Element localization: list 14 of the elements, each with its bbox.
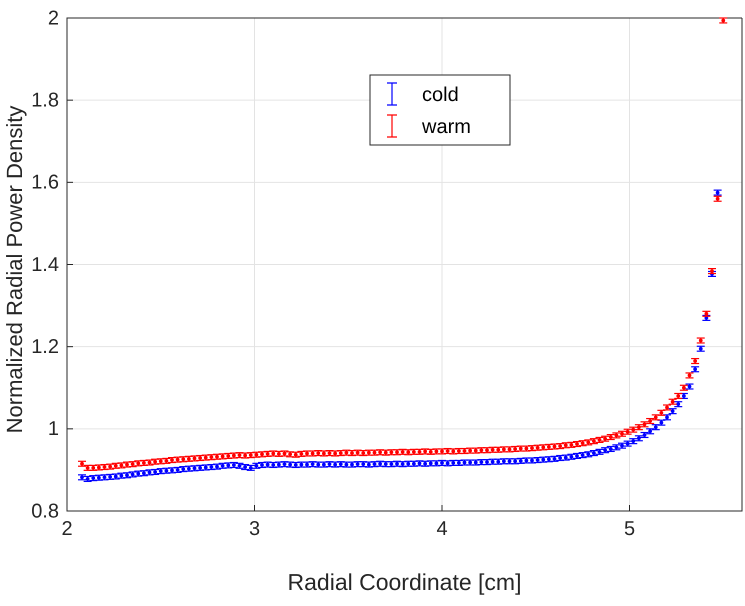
legend-label: cold xyxy=(422,84,459,106)
y-tick-label: 0.8 xyxy=(31,500,59,522)
y-tick-label: 2 xyxy=(48,7,59,30)
y-tick-label: 1 xyxy=(48,418,59,440)
y-tick-label: 1.4 xyxy=(31,254,59,276)
x-tick-label: 5 xyxy=(624,518,636,540)
legend-label: warm xyxy=(421,116,471,138)
y-tick-label: 1.6 xyxy=(31,172,59,194)
x-tick-label: 3 xyxy=(248,518,260,540)
y-axis-title: Normalized Radial Power Density xyxy=(2,106,27,434)
y-tick-label: 1.8 xyxy=(31,90,59,112)
x-axis-title: Radial Coordinate [cm] xyxy=(288,569,522,595)
x-tick-label: 4 xyxy=(436,518,448,540)
y-tick-label: 1.2 xyxy=(31,336,59,358)
